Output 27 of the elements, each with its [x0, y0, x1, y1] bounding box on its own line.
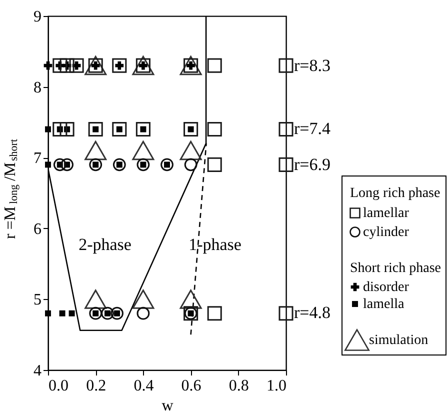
legend-label: lamellar — [363, 206, 410, 221]
x-tick-label: 0.2 — [86, 378, 106, 394]
y-tick-label: 9 — [34, 8, 42, 26]
annotation: 2-phase — [78, 235, 132, 254]
y-tick-label: 4 — [34, 362, 42, 380]
annotation: 1-phase — [188, 235, 242, 254]
y-tick-label: 5 — [34, 292, 42, 309]
y-axis-title: r =Mlong/Mshort — [2, 139, 20, 239]
legend-label: lamella — [363, 297, 405, 312]
legend-label: simulation — [369, 333, 428, 348]
legend-title: Long rich phase — [350, 186, 440, 201]
text: r=8.3 — [294, 56, 330, 75]
y-tick-label: 8 — [34, 79, 42, 96]
legend-label: cylinder — [363, 225, 410, 240]
text: r=7.4 — [294, 119, 331, 138]
text: r=6.9 — [294, 155, 330, 174]
y-tick-label: 6 — [34, 220, 42, 238]
y-tick-label: 7 — [34, 150, 42, 168]
x-tick-label: 0.8 — [228, 378, 249, 394]
x-tick-label: 1.0 — [266, 378, 286, 394]
text: Short rich phase — [350, 261, 441, 276]
x-tick-label: 0.4 — [134, 378, 154, 394]
legend-label: disorder — [363, 280, 410, 295]
x-tick-label: 0.6 — [181, 378, 202, 394]
x-tick-label: 0.0 — [48, 378, 68, 394]
text: r=4.8 — [294, 303, 330, 322]
x-axis-title: w — [162, 398, 174, 414]
